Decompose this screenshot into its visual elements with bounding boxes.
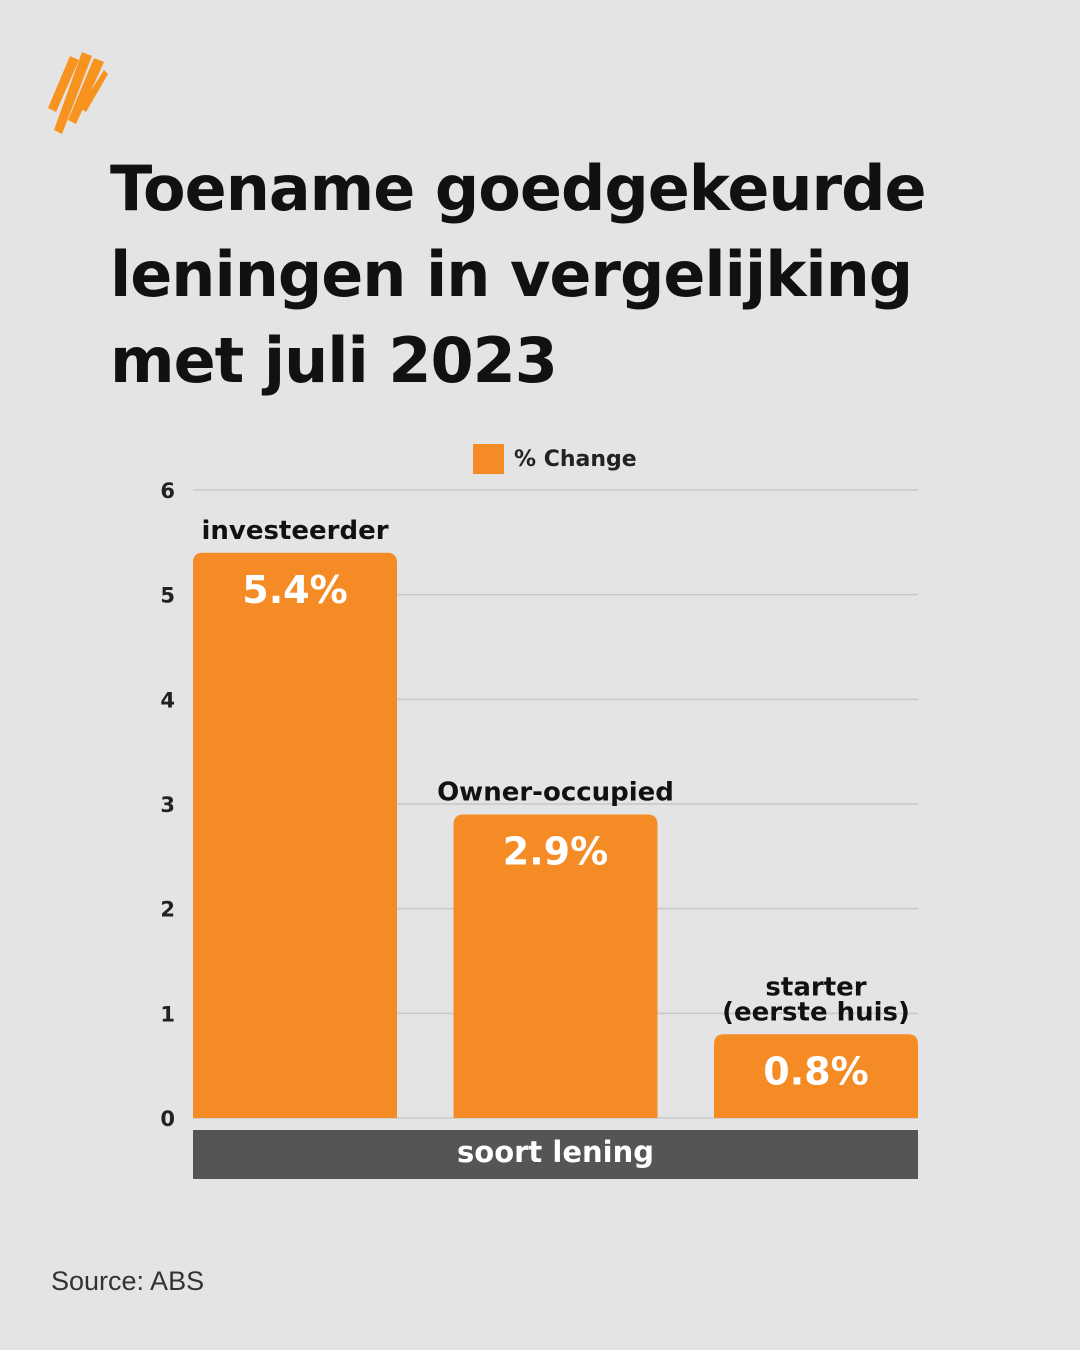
category-label: starter — [765, 972, 866, 1002]
x-axis-band — [193, 1130, 918, 1179]
y-tick-label: 5 — [160, 584, 175, 608]
sbs-logo-icon — [48, 52, 108, 134]
bar-value-label: 0.8% — [763, 1049, 868, 1093]
title-line: Toename goedgekeurde — [110, 152, 927, 225]
category-label: investeerder — [201, 516, 388, 546]
title-line: met juli 2023 — [110, 324, 558, 397]
bar — [714, 1034, 918, 1118]
bar — [453, 814, 658, 1118]
y-tick-label: 3 — [160, 793, 175, 817]
source-note: Source: ABS — [51, 1266, 205, 1296]
y-tick-label: 6 — [160, 479, 175, 503]
legend-swatch — [473, 444, 504, 474]
y-tick-label: 2 — [160, 898, 175, 922]
bar-chart: 0 1 2 3 4 5 6 % Change 5.4% investeerder 2.9% Owner… — [160, 444, 918, 1179]
bar — [193, 552, 397, 1118]
bar-value-label: 2.9% — [503, 829, 608, 873]
bar-value-label: 5.4% — [242, 568, 347, 612]
y-tick-label: 4 — [160, 688, 175, 712]
legend-label: % Change — [514, 447, 637, 472]
x-axis-label: soort lening — [457, 1135, 654, 1169]
y-tick-label: 1 — [160, 1002, 175, 1026]
y-tick-label: 0 — [160, 1107, 175, 1131]
title-line: leningen in vergelijking — [110, 238, 913, 311]
chart-title: Toename goedgekeurde leningen in vergeli… — [110, 146, 1010, 404]
category-label: Owner-occupied — [437, 777, 674, 807]
category-label: (eerste huis) — [722, 997, 910, 1027]
